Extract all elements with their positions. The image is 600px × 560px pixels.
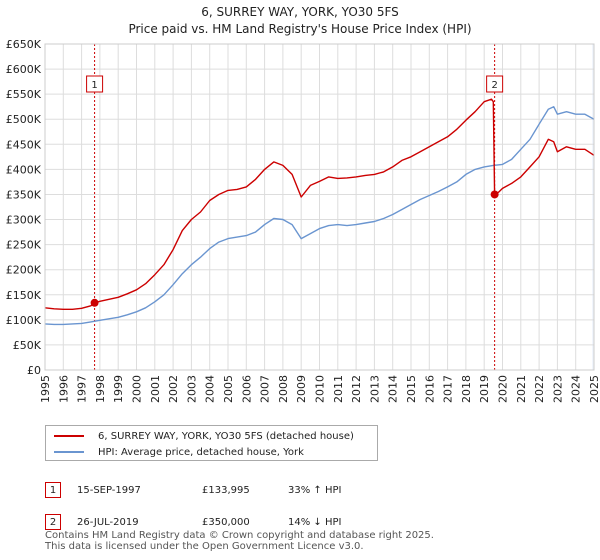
x-tick-label: 2016	[423, 375, 436, 403]
chart-title: 6, SURREY WAY, YORK, YO30 5FS	[201, 5, 399, 19]
x-tick-label: 2012	[350, 375, 363, 403]
x-tick-label: 2001	[149, 375, 162, 403]
table-row: 2 26-JUL-2019 £350,000 14% ↓ HPI	[45, 506, 341, 538]
hpi-line	[44, 106, 595, 326]
x-tick-label: 1997	[76, 375, 89, 403]
forecast-shade	[592, 44, 594, 370]
x-tick-label: 2015	[405, 375, 418, 403]
legend: 6, SURREY WAY, YORK, YO30 5FS (detached …	[45, 425, 378, 461]
x-tick-label: 2024	[570, 375, 583, 403]
x-tick-label: 2013	[368, 375, 381, 403]
x-tick-label: 1995	[39, 375, 52, 403]
x-tick-label: 2023	[551, 375, 564, 403]
x-tick-label: 2006	[240, 375, 253, 403]
transaction-date: 15-SEP-1997	[77, 484, 141, 496]
y-tick-label: £500K	[6, 113, 42, 126]
x-tick-label: 2003	[185, 375, 198, 403]
plot-border	[44, 43, 595, 371]
y-tick-label: £0	[27, 364, 41, 377]
x-tick-label: 2004	[204, 375, 217, 403]
y-tick-label: £550K	[6, 88, 42, 101]
y-tick-label: £400K	[6, 163, 42, 176]
y-tick-label: £650K	[6, 38, 42, 51]
footer-licence: This data is licensed under the Open Gov…	[45, 541, 364, 552]
x-tick-label: 2020	[497, 375, 510, 403]
transaction-badge: 2	[45, 514, 61, 530]
y-tick-label: £450K	[6, 138, 42, 151]
x-tick-label: 2000	[131, 375, 144, 403]
property-price-line	[44, 98, 595, 310]
sale-label-box	[486, 75, 504, 93]
legend-swatch-property	[54, 435, 84, 437]
y-tick-label: £100K	[6, 314, 42, 327]
x-tick-label: 2009	[295, 375, 308, 403]
x-tick-label: 2007	[259, 375, 272, 403]
transaction-badge: 1	[45, 482, 61, 498]
chart-subtitle: Price paid vs. HM Land Registry's House …	[128, 22, 472, 36]
legend-item-hpi: HPI: Average price, detached house, York	[54, 445, 304, 459]
transaction-price: £133,995	[202, 484, 250, 496]
x-tick-label: 2011	[332, 375, 345, 403]
x-tick-label: 1998	[94, 375, 107, 403]
x-tick-label: 1996	[57, 375, 70, 403]
sale-label-box	[86, 75, 104, 93]
table-row: 1 15-SEP-1997 £133,995 33% ↑ HPI	[45, 474, 341, 506]
transaction-price: £350,000	[202, 516, 250, 528]
x-tick-label: 2025	[588, 375, 600, 403]
legend-label-hpi: HPI: Average price, detached house, York	[98, 446, 304, 458]
x-tick-label: 2010	[314, 375, 327, 403]
y-tick-label: £600K	[6, 63, 42, 76]
x-tick-label: 2005	[222, 375, 235, 403]
x-tick-label: 2019	[478, 375, 491, 403]
y-tick-label: £350K	[6, 188, 42, 201]
x-tick-label: 2014	[387, 375, 400, 403]
sale-label: 1	[91, 80, 97, 91]
y-tick-label: £200K	[6, 264, 42, 277]
x-tick-label: 2021	[515, 375, 528, 403]
footer-copyright: Contains HM Land Registry data © Crown c…	[45, 530, 434, 541]
transactions-table: 1 15-SEP-1997 £133,995 33% ↑ HPI 2 26-JU…	[45, 474, 341, 538]
footer: Contains HM Land Registry data © Crown c…	[45, 530, 434, 552]
legend-label-property: 6, SURREY WAY, YORK, YO30 5FS (detached …	[98, 430, 354, 442]
price-chart: 1 2 £0 £50K £100K £150K £200K £250K £300K £350K £…	[6, 38, 600, 403]
x-tick-label: 2017	[442, 375, 455, 403]
legend-swatch-hpi	[54, 451, 84, 453]
transaction-hpi-change: 33% ↑ HPI	[288, 484, 342, 496]
legend-item-property: 6, SURREY WAY, YORK, YO30 5FS (detached …	[54, 429, 354, 443]
x-tick-label: 2018	[460, 375, 473, 403]
x-tick-label: 1999	[112, 375, 125, 403]
y-tick-label: £150K	[6, 289, 42, 302]
transaction-date: 26-JUL-2019	[77, 516, 139, 528]
y-tick-label: £300K	[6, 214, 42, 227]
x-tick-label: 2008	[277, 375, 290, 403]
y-tick-label: £50K	[13, 339, 42, 352]
sale-point	[490, 190, 499, 199]
sale-point	[90, 298, 99, 307]
y-tick-label: £250K	[6, 239, 42, 252]
transaction-hpi-change: 14% ↓ HPI	[288, 516, 342, 528]
sale-label: 2	[491, 80, 497, 91]
x-tick-label: 2022	[533, 375, 546, 403]
x-tick-label: 2002	[167, 375, 180, 403]
